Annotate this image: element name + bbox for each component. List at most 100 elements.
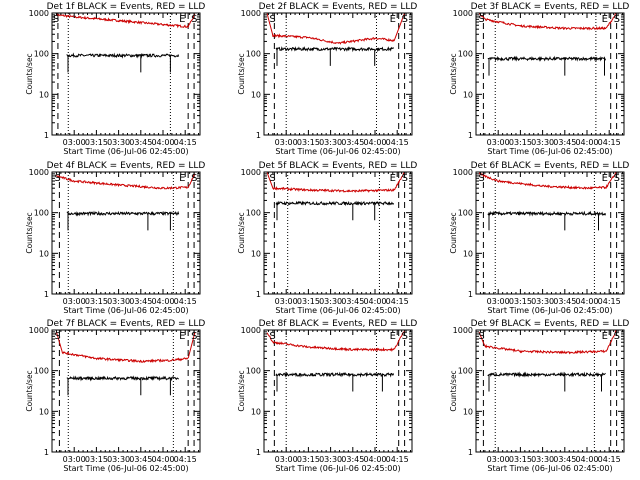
y-tick-label: 10 [463,249,473,258]
events-series-line [487,371,606,392]
x-tick-label: 03:30 [319,297,342,306]
x-tick-label: 03:45 [341,297,364,306]
x-tick-label: 04:15 [598,297,621,306]
y-axis-label: Counts/sec [449,212,458,253]
x-tick-label: 04:00 [363,455,386,464]
events-series-line [275,46,395,66]
x-tick-label: 03:00 [63,138,86,147]
x-tick-label: 04:00 [151,138,174,147]
panel-title: Det 3f BLACK = Events, RED = LLD [471,2,630,12]
y-tick-label: 1 [468,448,473,457]
panel-det-6: Det 6f BLACK = Events, RED = LLD 1 10 100 10… [449,161,629,315]
x-axis-label: Start Time (06-Jul-06 02:45:00) [487,464,612,473]
lld-series-line [266,171,405,193]
events-series-line [275,371,395,392]
y-tick-label: 1000 [453,9,473,18]
x-tick-label: 03:30 [107,455,130,464]
panel-det-2: Det 2f BLACK = Events, RED = LLD 1 10 100 10… [237,2,417,156]
start-marker-left: S [269,331,275,342]
y-tick-label: 1 [256,290,261,299]
plot-frame [51,12,201,136]
plot-frame [51,329,201,453]
x-tick-label: 03:15 [297,297,320,306]
x-tick-label: 04:15 [598,138,621,147]
lld-series-line [55,12,196,29]
events-series-line [275,200,395,221]
x-tick-label: 03:45 [129,455,152,464]
x-axis-label: Start Time (06-Jul-06 02:45:00) [63,306,188,315]
x-tick-label: 04:15 [386,455,409,464]
y-tick-label: 10 [39,90,49,99]
lld-series-line [266,12,405,45]
x-tick-label: 03:30 [319,455,342,464]
lld-series-line [478,172,617,190]
x-tick-label: 03:45 [553,138,576,147]
x-tick-label: 03:00 [275,297,298,306]
start-marker-left: S [478,14,484,25]
x-tick-label: 03:45 [553,455,576,464]
panel-det-4: Det 4f BLACK = Events, RED = LLD 1 10 100 10… [25,161,205,315]
y-tick-label: 100 [34,209,49,218]
x-tick-label: 03:15 [297,455,320,464]
y-tick-label: 100 [34,50,49,59]
end-marker: E [602,14,608,25]
start-marker-left: S [54,331,60,342]
x-tick-label: 04:15 [386,138,409,147]
y-tick-label: 1000 [453,168,473,177]
y-tick-label: 1000 [453,326,473,335]
panel-title: Det 7f BLACK = Events, RED = LLD [47,319,206,329]
y-axis-label: Counts/sec [449,370,458,411]
x-tick-label: 03:45 [341,138,364,147]
y-tick-label: 10 [39,249,49,258]
x-tick-label: 04:15 [386,297,409,306]
plot-frame [263,171,413,295]
start-marker-right: S [191,331,197,342]
y-tick-label: 1 [44,448,49,457]
end-marker: E [602,331,608,342]
x-tick-label: 03:30 [107,297,130,306]
y-tick-label: 10 [463,407,473,416]
start-marker-right: S [614,173,620,184]
start-marker-right: S [402,173,408,184]
start-marker-right: S [191,173,197,184]
start-marker-left: S [478,331,484,342]
events-series-line [66,52,180,73]
x-tick-label: 03:15 [509,138,532,147]
y-tick-label: 1000 [29,168,49,177]
y-tick-label: 10 [251,90,261,99]
plot-frame [51,171,201,295]
panel-title: Det 4f BLACK = Events, RED = LLD [47,161,206,171]
plot-frame [263,329,413,453]
y-tick-label: 10 [251,249,261,258]
x-tick-label: 03:00 [63,455,86,464]
x-axis-label: Start Time (06-Jul-06 02:45:00) [487,306,612,315]
x-axis-label: Start Time (06-Jul-06 02:45:00) [275,147,400,156]
x-tick-label: 03:45 [129,297,152,306]
y-tick-label: 10 [39,407,49,416]
x-tick-label: 03:30 [319,138,342,147]
y-tick-label: 1 [44,290,49,299]
start-marker-left: S [53,14,59,25]
x-tick-label: 03:30 [531,138,554,147]
x-tick-label: 04:15 [174,297,197,306]
lld-series-line [55,331,196,364]
start-marker-right: S [402,14,408,25]
lld-series-line [478,12,617,31]
panel-title: Det 5f BLACK = Events, RED = LLD [259,161,418,171]
x-tick-label: 03:15 [297,138,320,147]
y-tick-label: 1 [44,131,49,140]
x-tick-label: 03:30 [531,455,554,464]
x-axis-label: Start Time (06-Jul-06 02:45:00) [487,147,612,156]
y-tick-label: 100 [246,50,261,59]
y-axis-label: Counts/sec [25,370,34,411]
events-series-line [487,55,607,76]
events-series-line [66,375,179,396]
end-marker: E [390,14,396,25]
x-tick-label: 03:00 [487,455,510,464]
y-tick-label: 1000 [241,168,261,177]
end-marker: E [179,331,185,342]
y-tick-label: 100 [458,50,473,59]
x-tick-label: 03:15 [509,455,532,464]
panel-title: Det 2f BLACK = Events, RED = LLD [259,2,418,12]
panel-det-5: Det 5f BLACK = Events, RED = LLD 1 10 100 10… [237,161,417,315]
